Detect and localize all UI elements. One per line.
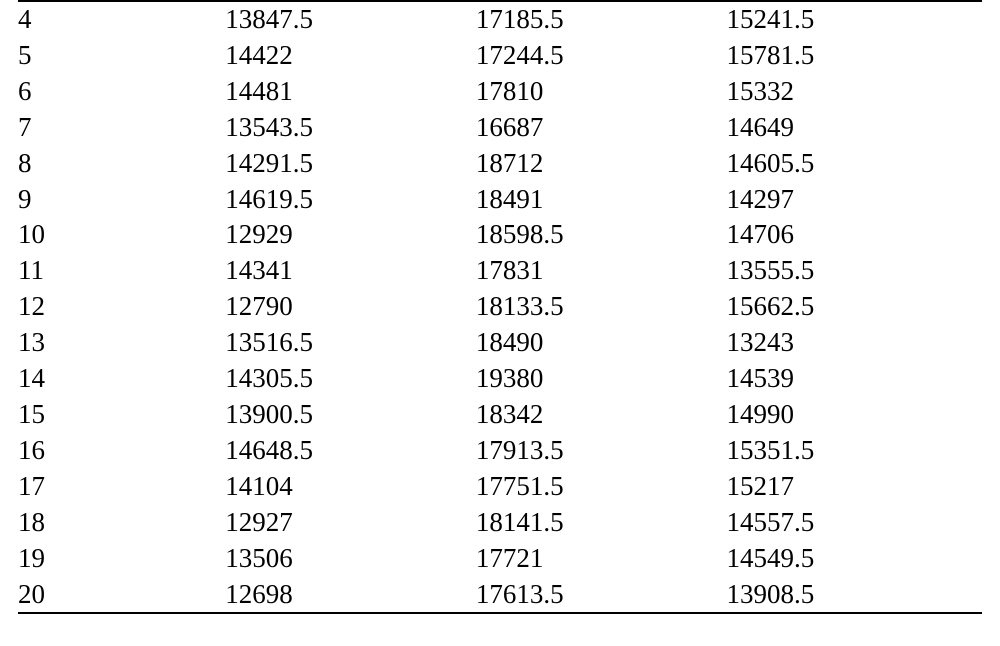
table-row: 101292918598.514706	[18, 217, 982, 253]
table-cell: 12698	[225, 577, 476, 614]
table-cell: 13	[18, 325, 225, 361]
table-cell: 12929	[225, 217, 476, 253]
table-cell: 14	[18, 361, 225, 397]
table-cell: 9	[18, 182, 225, 218]
table-cell: 14549.5	[727, 541, 983, 577]
table-cell: 17751.5	[476, 469, 727, 505]
table-cell: 13543.5	[225, 110, 476, 146]
table-row: 1614648.517913.515351.5	[18, 433, 982, 469]
table-cell: 7	[18, 110, 225, 146]
table-cell: 14539	[727, 361, 983, 397]
table-cell: 18141.5	[476, 505, 727, 541]
table-cell: 17810	[476, 74, 727, 110]
table-cell: 12790	[225, 289, 476, 325]
table-row: 121279018133.515662.5	[18, 289, 982, 325]
table-cell: 14605.5	[727, 146, 983, 182]
data-table-body: 413847.517185.515241.5 51442217244.51578…	[18, 1, 982, 613]
table-cell: 15	[18, 397, 225, 433]
table-cell: 13847.5	[225, 1, 476, 38]
table-cell: 18	[18, 505, 225, 541]
table-cell: 15332	[727, 74, 983, 110]
table-cell: 15781.5	[727, 38, 983, 74]
table-cell: 18490	[476, 325, 727, 361]
table-row: 713543.51668714649	[18, 110, 982, 146]
table-cell: 13908.5	[727, 577, 983, 614]
table-cell: 14422	[225, 38, 476, 74]
table-cell: 17185.5	[476, 1, 727, 38]
table-cell: 20	[18, 577, 225, 614]
table-cell: 17721	[476, 541, 727, 577]
table-cell: 13555.5	[727, 253, 983, 289]
table-cell: 17831	[476, 253, 727, 289]
table-row: 1313516.51849013243	[18, 325, 982, 361]
table-cell: 19380	[476, 361, 727, 397]
table-cell: 14649	[727, 110, 983, 146]
table-row: 914619.51849114297	[18, 182, 982, 218]
table-cell: 14557.5	[727, 505, 983, 541]
table-cell: 18491	[476, 182, 727, 218]
table-cell: 15217	[727, 469, 983, 505]
table-row: 181292718141.514557.5	[18, 505, 982, 541]
table-cell: 14291.5	[225, 146, 476, 182]
table-cell: 17	[18, 469, 225, 505]
table-cell: 18342	[476, 397, 727, 433]
table-cell: 14481	[225, 74, 476, 110]
table-cell: 16687	[476, 110, 727, 146]
table-cell: 13516.5	[225, 325, 476, 361]
table-cell: 14341	[225, 253, 476, 289]
table-cell: 11	[18, 253, 225, 289]
table-cell: 17913.5	[476, 433, 727, 469]
table-row: 51442217244.515781.5	[18, 38, 982, 74]
page-container: 413847.517185.515241.5 51442217244.51578…	[0, 0, 1000, 646]
table-cell: 14990	[727, 397, 983, 433]
table-cell: 14104	[225, 469, 476, 505]
table-cell: 19	[18, 541, 225, 577]
table-cell: 16	[18, 433, 225, 469]
table-cell: 14706	[727, 217, 983, 253]
table-cell: 18133.5	[476, 289, 727, 325]
table-cell: 8	[18, 146, 225, 182]
table-row: 201269817613.513908.5	[18, 577, 982, 614]
table-cell: 14619.5	[225, 182, 476, 218]
table-row: 413847.517185.515241.5	[18, 1, 982, 38]
table-cell: 15351.5	[727, 433, 983, 469]
table-cell: 18598.5	[476, 217, 727, 253]
table-row: 6144811781015332	[18, 74, 982, 110]
table-cell: 5	[18, 38, 225, 74]
table-row: 19135061772114549.5	[18, 541, 982, 577]
table-cell: 18712	[476, 146, 727, 182]
table-cell: 15241.5	[727, 1, 983, 38]
table-cell: 14648.5	[225, 433, 476, 469]
table-cell: 13506	[225, 541, 476, 577]
table-row: 1513900.51834214990	[18, 397, 982, 433]
table-row: 814291.51871214605.5	[18, 146, 982, 182]
table-cell: 14297	[727, 182, 983, 218]
table-cell: 14305.5	[225, 361, 476, 397]
table-row: 1414305.51938014539	[18, 361, 982, 397]
table-cell: 12	[18, 289, 225, 325]
table-cell: 4	[18, 1, 225, 38]
table-cell: 12927	[225, 505, 476, 541]
table-row: 171410417751.515217	[18, 469, 982, 505]
table-cell: 17244.5	[476, 38, 727, 74]
data-table: 413847.517185.515241.5 51442217244.51578…	[18, 0, 982, 614]
table-cell: 17613.5	[476, 577, 727, 614]
table-cell: 13243	[727, 325, 983, 361]
table-cell: 10	[18, 217, 225, 253]
table-cell: 6	[18, 74, 225, 110]
table-row: 11143411783113555.5	[18, 253, 982, 289]
table-cell: 15662.5	[727, 289, 983, 325]
table-cell: 13900.5	[225, 397, 476, 433]
